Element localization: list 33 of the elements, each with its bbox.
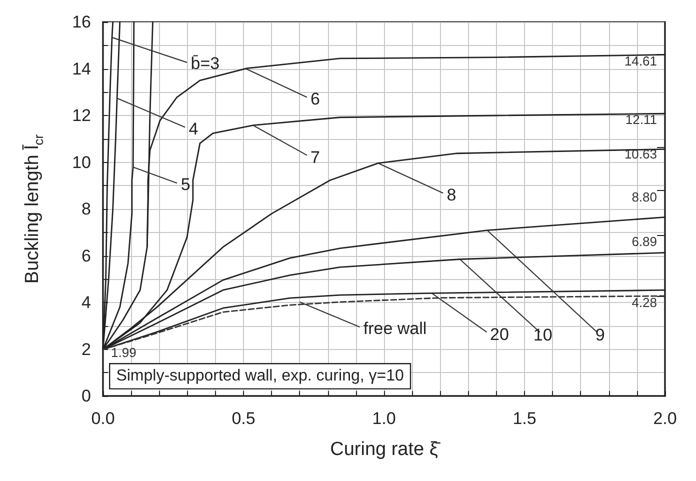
- y-tick-label: 4: [82, 293, 91, 312]
- y-tick-label: 2: [82, 340, 91, 359]
- x-tick-label: 1.5: [512, 409, 536, 428]
- annotation: 4: [188, 119, 198, 138]
- y2-tick-label: 6.89: [632, 234, 657, 249]
- y-tick-label: 16: [72, 12, 91, 32]
- annotation: 1.99: [111, 344, 136, 360]
- annotation: Simply-supported wall, exp. curing, γ=10: [116, 368, 404, 385]
- y-tick-label: 10: [72, 152, 91, 172]
- annotation: 7: [310, 148, 320, 167]
- annotation: 5: [180, 175, 190, 194]
- x-tick-label: 1.0: [372, 409, 396, 428]
- annotation: b̄=3: [190, 54, 220, 74]
- x-tick-label: 2.0: [653, 409, 677, 428]
- y-tick-label: 12: [72, 106, 91, 125]
- y-tick-label: 0: [82, 386, 91, 406]
- annotation: free wall: [363, 319, 427, 338]
- y2-tick-label: 14.61: [624, 53, 657, 68]
- y-axis-title: Buckling length l̄cr: [22, 134, 46, 284]
- y2-tick-label: 12.11: [625, 112, 657, 127]
- y-tick-label: 14: [72, 59, 91, 78]
- x-tick-label: 0.5: [232, 409, 256, 428]
- annotation: 8: [446, 185, 456, 204]
- y-tick-label: 8: [82, 200, 91, 218]
- x-axis-title: Curing rate ξ̄: [330, 439, 441, 460]
- annotation: 20: [490, 324, 509, 344]
- annotation: 10: [533, 325, 552, 344]
- y2-tick-label: 8.80: [632, 189, 657, 204]
- annotation: 6: [310, 89, 320, 108]
- annotation: 9: [595, 325, 605, 344]
- x-tick-label: 0.0: [91, 409, 115, 428]
- y-tick-label: 6: [82, 246, 91, 266]
- y2-tick-label: 4.28: [632, 294, 657, 310]
